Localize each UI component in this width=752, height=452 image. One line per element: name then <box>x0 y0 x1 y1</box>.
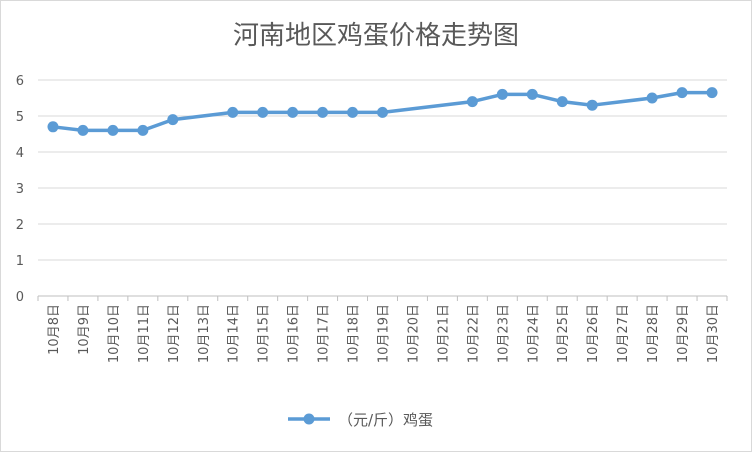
x-tick-label: 10月8日 <box>47 304 62 355</box>
data-point <box>526 88 538 100</box>
x-tick-label: 10月10日 <box>107 304 122 363</box>
y-tick-label: 3 <box>16 182 24 197</box>
chart-title: 河南地区鸡蛋价格走势图 <box>233 21 519 51</box>
x-tick-label: 10月21日 <box>436 304 451 363</box>
y-axis-ticks: 0 1 2 3 4 5 6 <box>16 74 24 305</box>
x-tick-label: 10月24日 <box>526 304 541 363</box>
series-group <box>47 87 718 136</box>
x-tick-label: 10月30日 <box>706 304 721 363</box>
x-axis-ticks: 10月8日 10月9日 10月10日 10月11日 10月12日 10月13日 10月14日… <box>37 296 728 363</box>
data-point <box>167 114 179 126</box>
data-point <box>227 106 239 118</box>
x-tick-label: 10月25日 <box>556 304 571 363</box>
data-point <box>47 121 59 133</box>
y-tick-label: 6 <box>16 74 24 89</box>
data-point <box>556 96 568 108</box>
x-tick-label: 10月27日 <box>616 304 631 363</box>
y-tick-label: 2 <box>16 218 24 233</box>
legend-swatch-marker <box>303 413 315 425</box>
data-point <box>496 88 508 100</box>
x-tick-label: 10月17日 <box>317 304 332 363</box>
x-tick-label: 10月11日 <box>137 304 152 363</box>
data-point <box>377 106 388 118</box>
data-point <box>646 92 658 104</box>
data-point <box>137 124 149 136</box>
x-tick-label: 10月9日 <box>77 304 92 355</box>
x-tick-label: 10月12日 <box>167 304 182 363</box>
y-tick-label: 0 <box>16 290 24 305</box>
data-point <box>586 99 598 111</box>
x-tick-label: 10月14日 <box>227 304 242 363</box>
x-tick-label: 10月15日 <box>257 304 272 363</box>
legend-label: （元/斤）鸡蛋 <box>338 411 433 429</box>
data-point <box>77 124 89 136</box>
x-tick-label: 10月23日 <box>496 304 511 363</box>
data-point <box>257 106 269 118</box>
data-point <box>466 96 478 108</box>
x-tick-label: 10月26日 <box>586 304 601 363</box>
x-tick-label: 10月19日 <box>377 304 392 363</box>
x-tick-label: 10月22日 <box>466 304 481 363</box>
x-tick-label: 10月29日 <box>676 304 691 363</box>
x-tick-label: 10月16日 <box>287 304 302 363</box>
x-tick-label: 10月28日 <box>646 304 661 363</box>
data-point <box>317 106 329 118</box>
y-tick-label: 4 <box>16 146 24 161</box>
x-tick-label: 10月13日 <box>197 304 212 363</box>
data-point <box>347 106 359 118</box>
data-point <box>287 106 299 118</box>
legend: （元/斤）鸡蛋 <box>288 411 433 429</box>
x-tick-label: 10月18日 <box>347 304 362 363</box>
x-tick-label: 10月20日 <box>406 304 421 363</box>
y-tick-label: 1 <box>16 254 24 269</box>
y-tick-label: 5 <box>16 110 24 125</box>
data-point <box>676 87 688 99</box>
data-point <box>706 87 718 99</box>
data-point <box>107 124 119 136</box>
